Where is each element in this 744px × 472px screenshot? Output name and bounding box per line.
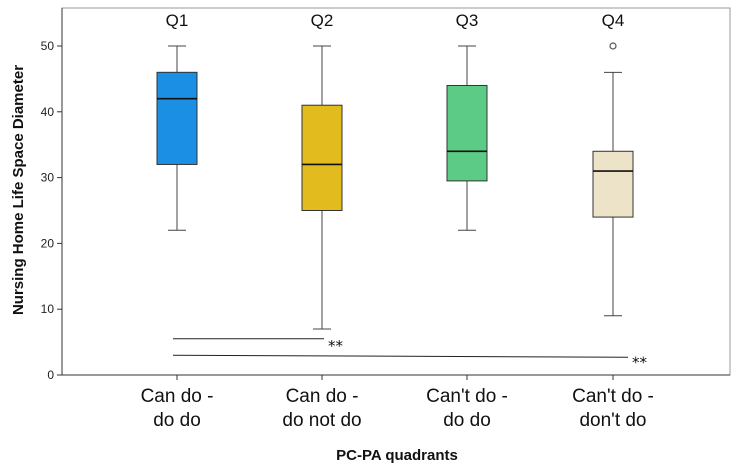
category-label: do do [153, 410, 201, 431]
iqr-box [446, 84, 488, 182]
y-axis-title: Nursing Home Life Space Diameter [10, 65, 27, 315]
y-tick-label: 40 [41, 105, 55, 119]
significance-label: ** [328, 337, 344, 355]
category-label: do do [443, 410, 491, 431]
iqr-box [301, 104, 343, 211]
category-label: do not do [282, 410, 361, 431]
y-tick-label: 50 [41, 39, 55, 53]
iqr-box [592, 150, 634, 218]
box-q2: Q2 Can do - do not do [282, 11, 361, 431]
y-tick-label: 20 [41, 236, 55, 250]
outlier-point [609, 42, 617, 50]
quadrant-label: Q1 [166, 11, 189, 30]
significance-line [172, 354, 629, 358]
box-q3: Q3 Can't do - do do [426, 11, 508, 431]
category-label: Can't do - [572, 386, 654, 407]
x-axis-title: PC-PA quadrants [336, 447, 458, 464]
axes: 0 10 20 30 40 50 [41, 7, 731, 382]
category-label: Can do - [141, 386, 214, 407]
category-label: Can't do - [426, 386, 508, 407]
iqr-box [156, 71, 198, 165]
significance-annotations: ** ** [172, 337, 648, 371]
category-label: Can do - [286, 386, 359, 407]
box-q1: Q1 Can do - do do [141, 11, 214, 431]
quadrant-label: Q2 [311, 11, 334, 30]
box-q4: Q4 Can't do - don't do [572, 11, 654, 431]
significance-label: ** [632, 353, 648, 371]
category-label: don't do [579, 410, 646, 431]
y-tick-label: 0 [47, 368, 54, 382]
quadrant-label: Q3 [456, 11, 479, 30]
boxes: Q1 Can do - do do Q2 Can do - do not do Q3 Can'… [141, 11, 654, 431]
y-tick-label: 10 [41, 302, 55, 316]
quadrant-label: Q4 [602, 11, 625, 30]
y-tick-label: 30 [41, 171, 55, 185]
